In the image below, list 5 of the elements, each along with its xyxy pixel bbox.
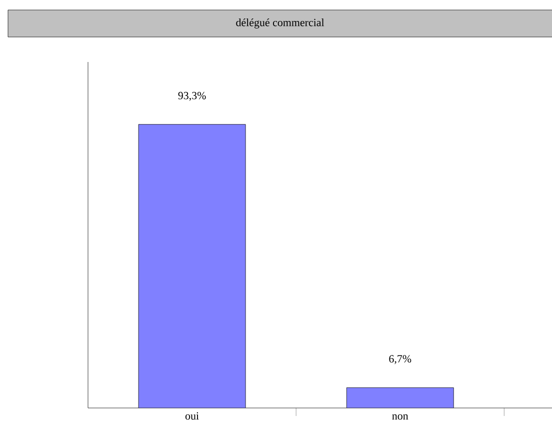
- data-label: 93,3%: [178, 92, 206, 101]
- x-tick-label: non: [392, 414, 408, 420]
- chart-title: délégué commercial: [236, 18, 324, 28]
- data-label: 6,7%: [389, 355, 412, 364]
- x-tick-label: oui: [185, 412, 199, 420]
